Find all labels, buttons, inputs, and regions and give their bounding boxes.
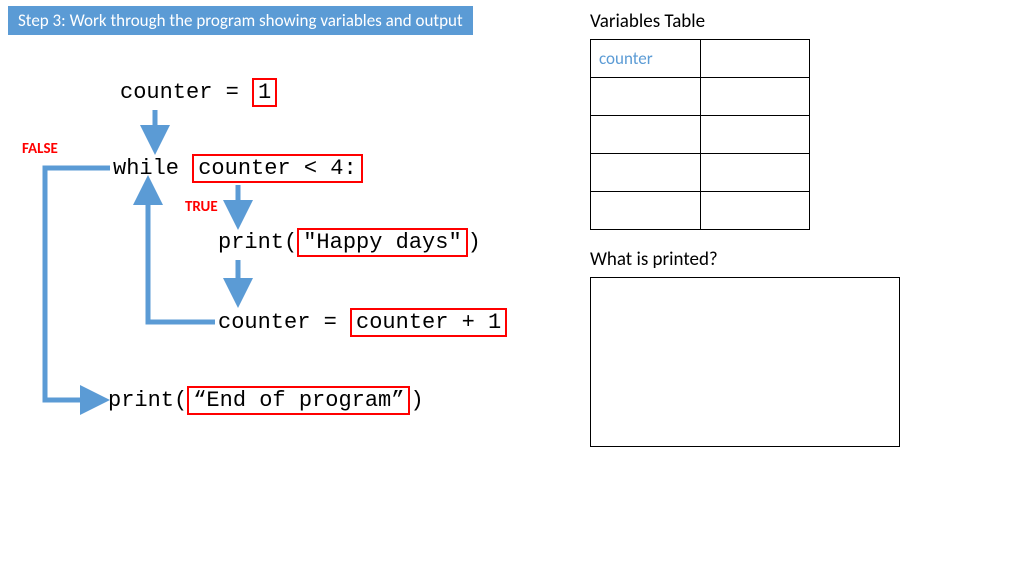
var-cell	[591, 78, 701, 116]
output-box	[590, 277, 900, 447]
var-cell	[591, 154, 701, 192]
variables-table-title: Variables Table	[590, 10, 1010, 33]
var-cell	[700, 78, 809, 116]
var-cell	[700, 154, 809, 192]
var-cell	[700, 116, 809, 154]
arrow-false-path	[45, 168, 110, 400]
step-header: Step 3: Work through the program showing…	[8, 6, 473, 35]
flow-arrows	[0, 50, 580, 450]
variables-table: counter	[590, 39, 810, 230]
var-cell	[591, 192, 701, 230]
var-cell	[700, 40, 809, 78]
output-title: What is printed?	[590, 248, 1010, 271]
arrow-loop-back	[148, 185, 215, 322]
right-column: Variables Table counter What is printed?	[590, 10, 1010, 447]
var-cell	[700, 192, 809, 230]
var-header-cell: counter	[591, 40, 701, 78]
var-cell	[591, 116, 701, 154]
